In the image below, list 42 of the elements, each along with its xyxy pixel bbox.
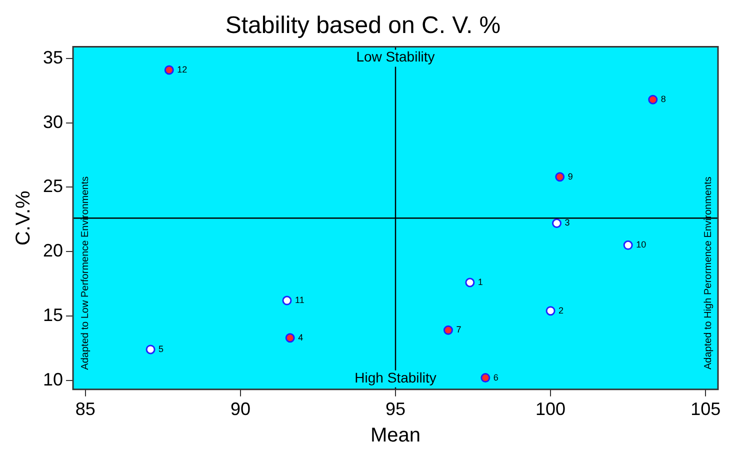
point (480, 373, 490, 383)
point (285, 333, 295, 343)
annotation: 11 (294, 295, 304, 306)
annotation: High Stability (354, 369, 436, 386)
y-tick-label: 15 (42, 304, 64, 325)
annotation: 10 (636, 240, 646, 250)
annotation: 12 (177, 64, 188, 74)
point (465, 278, 475, 288)
point (552, 218, 562, 228)
chart-title: Stability based on C. V. % (225, 12, 501, 40)
annotation: 7 (456, 324, 462, 335)
x-tick-label: 85 (75, 399, 96, 420)
y-tick-label: 10 (42, 369, 64, 390)
point (648, 94, 658, 104)
point (546, 306, 556, 316)
x-tick-label: 105 (690, 399, 721, 420)
x-axis-title: Mean (370, 424, 421, 447)
y-tick-label: 25 (42, 176, 64, 196)
annotation: Low Stability (356, 48, 435, 65)
annotation: 5 (158, 344, 164, 354)
x-tick-label: 100 (536, 399, 566, 420)
annotation: 2 (558, 305, 564, 316)
point (623, 240, 633, 250)
point (282, 296, 292, 306)
annotation: 8 (660, 94, 666, 104)
y-tick-label: 20 (42, 240, 64, 261)
annotation: Adapted to Low Performence Environments (80, 176, 91, 370)
y-tick-label: 35 (42, 47, 64, 68)
point (164, 65, 174, 75)
y-axis-title: C.V.% (12, 190, 35, 246)
point (146, 344, 156, 354)
point (555, 172, 565, 182)
annotation: 4 (298, 332, 304, 342)
annotation: 1 (478, 276, 483, 287)
y-tick-label: 30 (42, 112, 64, 132)
annotation: 3 (564, 218, 570, 228)
x-tick-label: 90 (230, 399, 250, 420)
annotation: Adapted to High Perormence Environments (702, 176, 714, 370)
point (443, 325, 453, 335)
annotation: 6 (493, 372, 498, 382)
annotation: 9 (568, 171, 573, 182)
x-tick-label: 95 (385, 399, 406, 420)
